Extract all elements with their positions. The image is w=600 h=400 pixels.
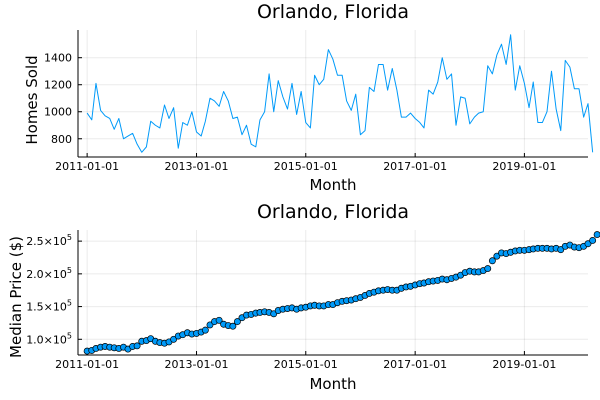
y-axis-label: Homes Sold xyxy=(23,55,41,144)
data-point xyxy=(133,342,141,350)
x-tick-label: 2015-01-01 xyxy=(274,160,338,173)
axes xyxy=(77,30,588,158)
data-point xyxy=(584,240,592,248)
chart-homes-sold: Orlando, Florida 2011-01-01 2013-01-01 201… xyxy=(23,1,594,194)
y-tick-labels: 1.0×105 1.5×105 2.0×105 2.5×105 xyxy=(26,233,72,346)
y-tick-label: 2.5×105 xyxy=(26,233,72,248)
data-point xyxy=(488,257,496,265)
data-point xyxy=(233,318,241,326)
x-tick-label: 2017-01-01 xyxy=(383,160,447,173)
x-tick-label: 2017-01-01 xyxy=(383,358,447,371)
data-point xyxy=(215,316,223,324)
data-point xyxy=(229,322,237,330)
chart-title: Orlando, Florida xyxy=(257,1,409,23)
data-point xyxy=(484,265,492,273)
data-point xyxy=(589,237,597,244)
y-tick-label: 2.0×105 xyxy=(26,266,72,281)
series-line-path xyxy=(86,34,594,153)
x-tick-label: 2015-01-01 xyxy=(274,358,338,371)
data-point xyxy=(593,231,600,239)
x-tick-label: 2013-01-01 xyxy=(165,358,229,371)
data-point xyxy=(170,335,178,343)
chart-median-price: Orlando, Florida 2011-01-01 2013-01-01 201… xyxy=(7,201,600,393)
y-axis-label: Median Price ($) xyxy=(7,236,25,358)
axes xyxy=(77,230,588,356)
y-tick-labels: 800 1000 1200 1400 xyxy=(44,52,72,146)
x-axis-label: Month xyxy=(309,176,356,194)
x-tick-label: 2011-01-01 xyxy=(55,358,119,371)
series-points xyxy=(83,231,600,355)
data-point xyxy=(201,326,209,334)
y-tick-label: 1000 xyxy=(44,106,72,119)
x-tick-label: 2019-01-01 xyxy=(492,160,556,173)
y-tick-label: 1.0×105 xyxy=(26,331,72,346)
x-axis-label: Month xyxy=(309,375,356,393)
x-tick-labels: 2011-01-01 2013-01-01 2015-01-01 2017-01-01… xyxy=(55,160,556,173)
series-line xyxy=(86,34,594,153)
y-tick-label: 1400 xyxy=(44,52,72,65)
y-tick-label: 1.5×105 xyxy=(26,299,72,314)
x-tick-label: 2019-01-01 xyxy=(492,358,556,371)
data-point xyxy=(493,252,501,260)
y-tick-label: 800 xyxy=(51,133,72,146)
x-tick-label: 2013-01-01 xyxy=(165,160,229,173)
x-tick-label: 2011-01-01 xyxy=(55,160,119,173)
y-tick-label: 1200 xyxy=(44,79,72,92)
x-tick-labels: 2011-01-01 2013-01-01 2015-01-01 2017-01-01… xyxy=(55,358,556,371)
chart-title: Orlando, Florida xyxy=(257,201,409,223)
grid xyxy=(78,230,588,355)
